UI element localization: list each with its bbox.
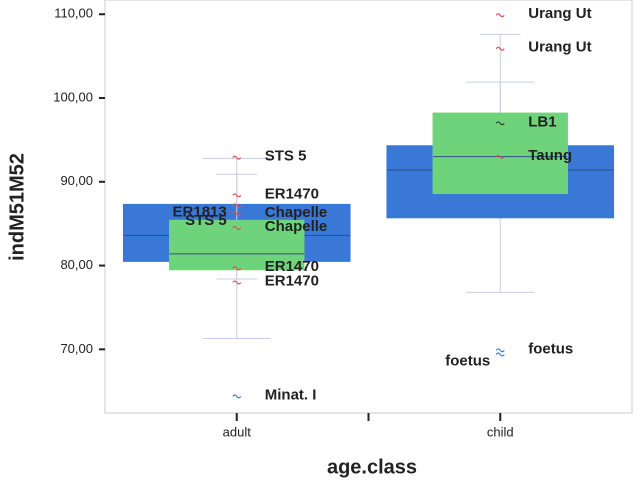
outlier-label: Chapelle bbox=[265, 218, 328, 235]
x-tick-label: adult bbox=[223, 424, 252, 439]
outlier-label: Urang Ut bbox=[528, 39, 591, 56]
outlier bbox=[495, 13, 505, 18]
outlier bbox=[495, 348, 505, 353]
outlier bbox=[495, 46, 505, 51]
outlier bbox=[232, 225, 242, 231]
outlier bbox=[232, 203, 242, 208]
y-tick-label: 100,00 bbox=[53, 89, 93, 104]
outlier bbox=[495, 121, 505, 126]
outlier bbox=[232, 280, 242, 285]
outlier-label: Minat. I bbox=[265, 386, 317, 403]
outlier-label: ER1470 bbox=[265, 185, 319, 202]
outlier bbox=[232, 394, 242, 399]
outlier-label: Urang Ut bbox=[528, 5, 591, 22]
outlier-label: Chapelle bbox=[265, 204, 328, 221]
y-axis-title: indM51M52 bbox=[6, 153, 28, 261]
y-tick-label: 90,00 bbox=[60, 173, 93, 188]
outlier bbox=[232, 193, 242, 198]
y-tick-label: 80,00 bbox=[60, 257, 93, 272]
x-tick-label: child bbox=[487, 424, 514, 439]
outlier-label: ER1813 bbox=[173, 203, 227, 220]
outlier bbox=[495, 352, 505, 357]
outlier-label: ER1470 bbox=[265, 272, 319, 289]
outlier-label: ER1470 bbox=[265, 258, 319, 275]
outlier-label: STS 5 bbox=[185, 212, 227, 229]
outlier bbox=[232, 211, 242, 216]
x-axis-title: age.class bbox=[327, 456, 417, 478]
outlier-label: LB1 bbox=[528, 113, 556, 130]
box bbox=[432, 112, 568, 195]
y-tick-label: 110,00 bbox=[54, 6, 93, 21]
outlier bbox=[232, 266, 242, 271]
outlier bbox=[495, 154, 505, 159]
outlier-label: foetus bbox=[445, 352, 490, 369]
outlier-label: Taung bbox=[528, 147, 572, 164]
y-tick-label: 70,00 bbox=[60, 341, 93, 356]
outlier bbox=[232, 155, 242, 160]
outlier-label: foetus bbox=[528, 340, 573, 357]
outlier-label: STS 5 bbox=[265, 148, 307, 165]
box bbox=[169, 219, 305, 271]
